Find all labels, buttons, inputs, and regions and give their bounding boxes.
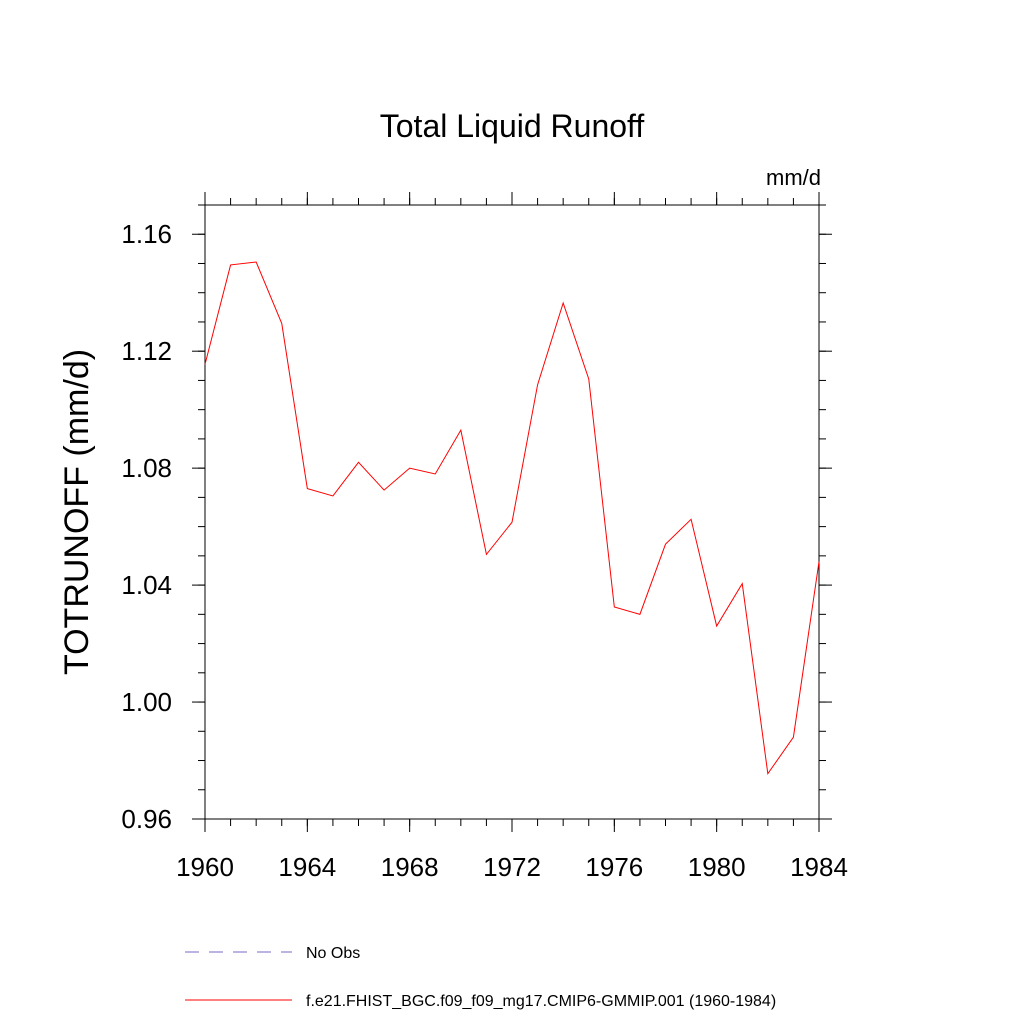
- x-tick-label: 1964: [278, 852, 336, 882]
- y-tick-label: 1.12: [121, 336, 172, 366]
- legend: No Obs f.e21.FHIST_BGC.f09_f09_mg17.CMIP6…: [185, 945, 776, 1010]
- tick-labels: 1960 1964 1968 1972 1976 1980 1984 0.96 1.00 1.04…: [121, 219, 848, 882]
- axis-ticks: [192, 192, 832, 832]
- y-tick-label: 1.16: [121, 219, 172, 249]
- x-tick-label: 1972: [483, 852, 541, 882]
- x-tick-label: 1984: [790, 852, 848, 882]
- plot-frame: [204, 204, 820, 820]
- legend-label: f.e21.FHIST_BGC.f09_f09_mg17.CMIP6-GMMIP…: [306, 993, 776, 1010]
- x-tick-label: 1980: [688, 852, 746, 882]
- x-tick-label: 1968: [381, 852, 439, 882]
- y-tick-label: 1.04: [121, 570, 172, 600]
- series-line: [204, 261, 820, 776]
- y-axis-label: TOTRUNOFF (mm/d): [58, 349, 96, 675]
- y-tick-label: 1.08: [121, 453, 172, 483]
- chart-title: Total Liquid Runoff: [380, 108, 645, 144]
- x-tick-label: 1960: [176, 852, 234, 882]
- legend-label: No Obs: [306, 945, 360, 962]
- y-tick-label: 0.96: [121, 804, 172, 834]
- y-tick-label: 1.00: [121, 687, 172, 717]
- x-tick-label: 1976: [585, 852, 643, 882]
- series-group: [204, 261, 820, 776]
- units-label: mm/d: [766, 165, 821, 190]
